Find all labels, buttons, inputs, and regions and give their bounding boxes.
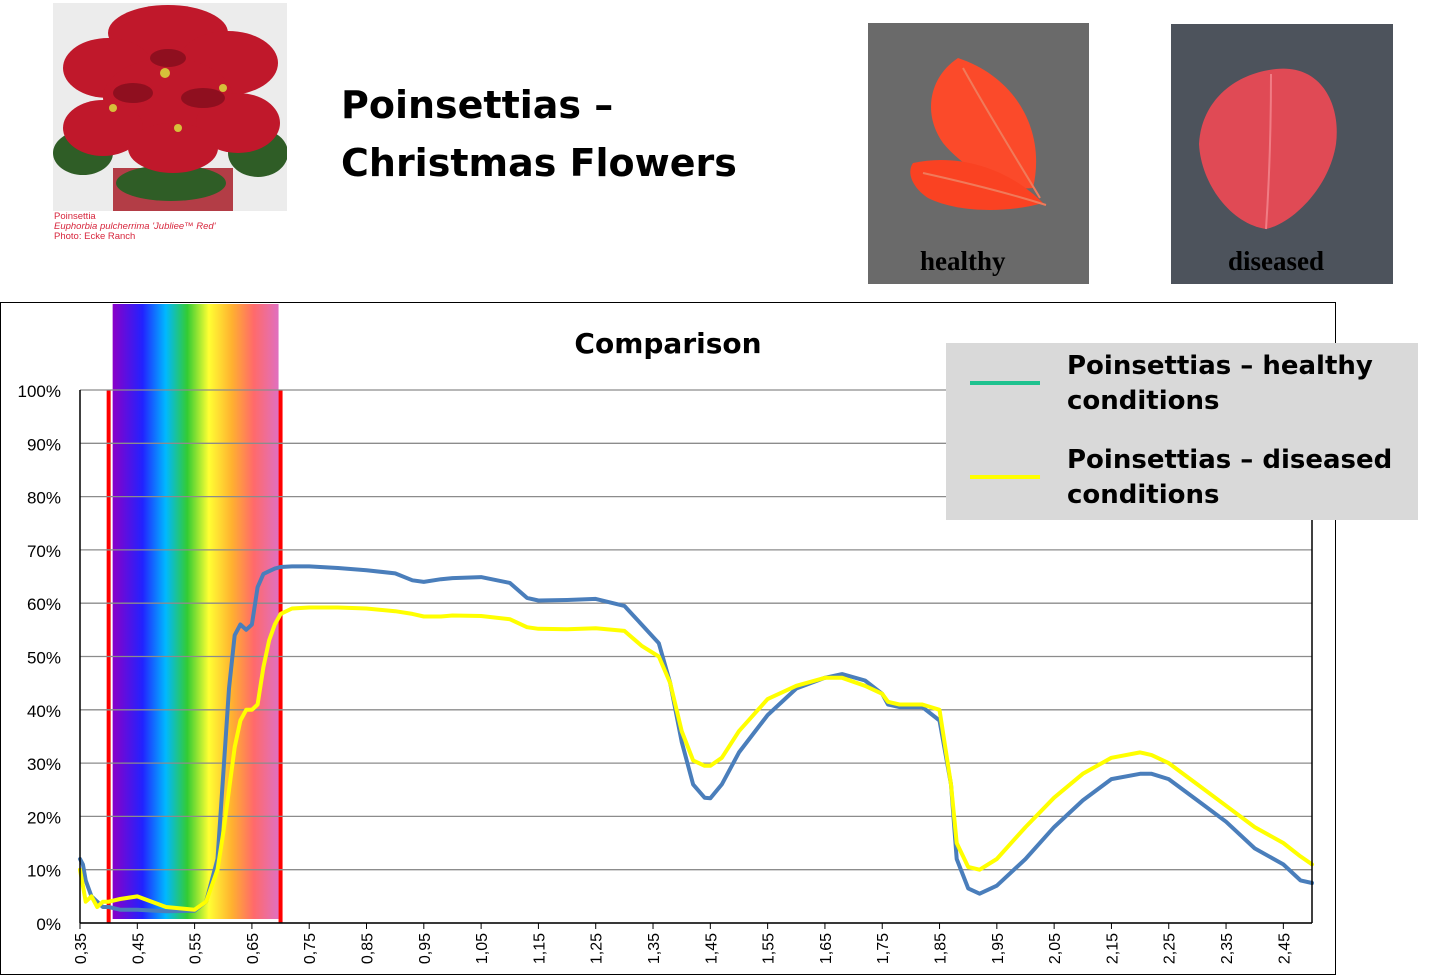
x-tick-label: 2,25 [1162, 933, 1179, 964]
x-tick-label: 1,25 [589, 933, 606, 964]
x-tick-label: 1,35 [646, 933, 663, 964]
y-tick-label: 10% [27, 862, 61, 881]
y-tick-label: 50% [27, 649, 61, 668]
photo-credit-species: Euphorbia pulcherrima 'Jubliee™ Red' [54, 221, 216, 232]
y-tick-label: 90% [27, 435, 61, 454]
series-diseased-line [78, 605, 1314, 912]
x-tick-label: 0,55 [188, 933, 205, 964]
photo-credit: Poinsettia Euphorbia pulcherrima 'Jublie… [54, 212, 216, 242]
x-tick-label: 2,05 [1047, 933, 1064, 964]
healthy-label: healthy [920, 246, 1006, 276]
page-title: Poinsettias – Christmas Flowers [341, 76, 737, 192]
legend-label-healthy: Poinsettias – healthy conditions [1067, 349, 1407, 419]
legend-label-healthy-line2: conditions [1067, 386, 1220, 416]
legend-label-diseased: Poinsettias – diseased conditions [1067, 443, 1407, 513]
photo-credit-source: Photo: Ecke Ranch [54, 231, 136, 242]
diseased-leaf-photo [1171, 24, 1393, 284]
x-tick-label: 0,35 [73, 933, 90, 964]
chart-legend: Poinsettias – healthy conditions Poinset… [946, 343, 1418, 520]
y-tick-label: 30% [27, 755, 61, 774]
x-tick-label: 0,85 [360, 933, 377, 964]
series-healthy-line [78, 564, 1314, 914]
x-tick-label: 1,85 [933, 933, 950, 964]
page-title-line1: Poinsettias – [341, 83, 614, 127]
legend-label-healthy-line1: Poinsettias – healthy [1067, 351, 1373, 381]
y-tick-label: 100% [18, 382, 61, 401]
y-tick-label: 20% [27, 808, 61, 827]
x-tick-label: 2,15 [1104, 933, 1121, 964]
x-tick-label: 0,95 [417, 933, 434, 964]
y-tick-label: 70% [27, 542, 61, 561]
x-tick-label: 2,45 [1276, 933, 1293, 964]
legend-label-diseased-line2: conditions [1067, 480, 1220, 510]
photo-credit-name: Poinsettia [54, 211, 96, 222]
page-title-line2: Christmas Flowers [341, 141, 737, 185]
x-tick-label: 1,65 [818, 933, 835, 964]
x-tick-label: 1,95 [990, 933, 1007, 964]
x-tick-label: 2,35 [1219, 933, 1236, 964]
y-tick-label: 40% [27, 702, 61, 721]
x-tick-label: 1,45 [703, 933, 720, 964]
x-tick-label: 0,45 [130, 933, 147, 964]
x-tick-label: 0,75 [302, 933, 319, 964]
legend-swatch-healthy [970, 381, 1040, 385]
healthy-leaf-photo [868, 23, 1089, 284]
y-tick-label: 0% [36, 915, 61, 934]
x-tick-label: 1,05 [474, 933, 491, 964]
y-tick-label: 60% [27, 595, 61, 614]
y-tick-label: 80% [27, 489, 61, 508]
x-tick-label: 0,65 [245, 933, 262, 964]
diseased-label: diseased [1228, 246, 1325, 276]
legend-label-diseased-line1: Poinsettias – diseased [1067, 445, 1393, 475]
legend-swatch-diseased [970, 475, 1040, 479]
chart-title: Comparison [574, 327, 761, 360]
x-tick-label: 1,75 [875, 933, 892, 964]
x-tick-label: 1,55 [761, 933, 778, 964]
x-tick-label: 1,15 [531, 933, 548, 964]
poinsettia-photo [53, 3, 287, 211]
